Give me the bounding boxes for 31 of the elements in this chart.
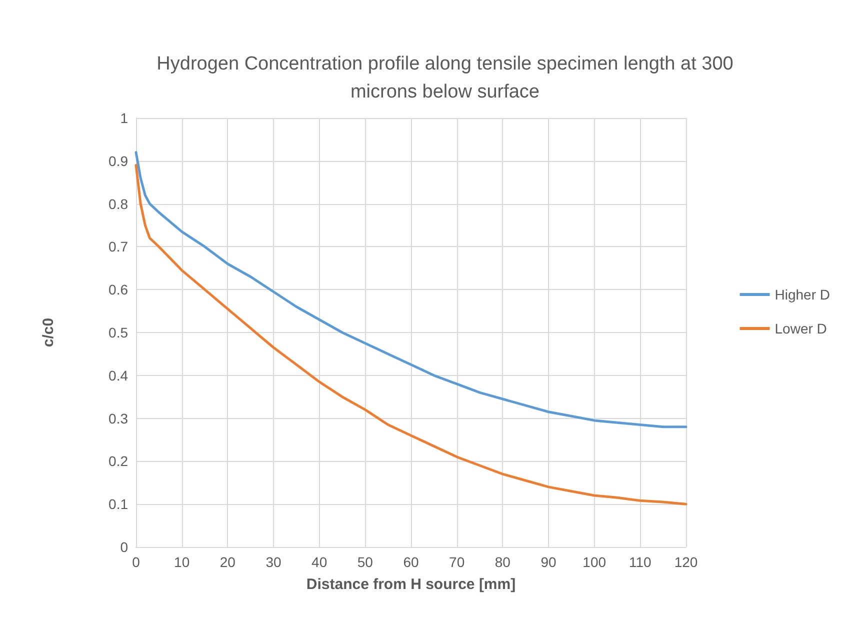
x-tick-label: 100 — [582, 554, 606, 570]
y-tick-label: 0.9 — [108, 152, 128, 169]
y-tick-label: 0.1 — [108, 496, 128, 512]
x-axis-title: Distance from H source [mm] — [306, 576, 516, 593]
x-tick-label: 10 — [174, 554, 190, 570]
x-tick-label: 50 — [357, 554, 374, 570]
x-tick-label: 80 — [494, 554, 511, 570]
y-tick-label: 0.5 — [108, 324, 128, 340]
x-tick-label: 90 — [540, 554, 556, 570]
x-tick-label: 110 — [629, 554, 652, 570]
y-tick-label: 0.4 — [108, 367, 128, 384]
y-axis-title: c/c0 — [40, 318, 57, 348]
x-tick-label: 30 — [266, 554, 282, 570]
line-series — [134, 164, 688, 506]
y-tick-label: 1 — [120, 110, 128, 126]
x-tick-label: 60 — [403, 554, 419, 570]
x-tick-label: 120 — [674, 554, 698, 570]
y-tick-label: 0.3 — [108, 410, 128, 426]
legend-label: Lower D — [774, 320, 827, 336]
y-tick-label: 0.6 — [108, 282, 128, 298]
legend-label: Higher D — [774, 286, 830, 302]
x-tick-label: 40 — [312, 554, 328, 570]
y-tick-label: 0.8 — [108, 196, 128, 212]
x-tick-label: 70 — [449, 554, 465, 570]
y-tick-label: 0 — [120, 539, 128, 555]
x-tick-label: 20 — [220, 554, 236, 570]
y-tick-label: 0.7 — [108, 238, 128, 255]
y-tick-label: 0.2 — [108, 453, 128, 470]
x-tick-label: 0 — [132, 554, 140, 570]
line-series — [134, 151, 688, 428]
chart-title: Hydrogen Concentration profile along tensile specimen length at 300 microns below surface — [156, 54, 734, 102]
